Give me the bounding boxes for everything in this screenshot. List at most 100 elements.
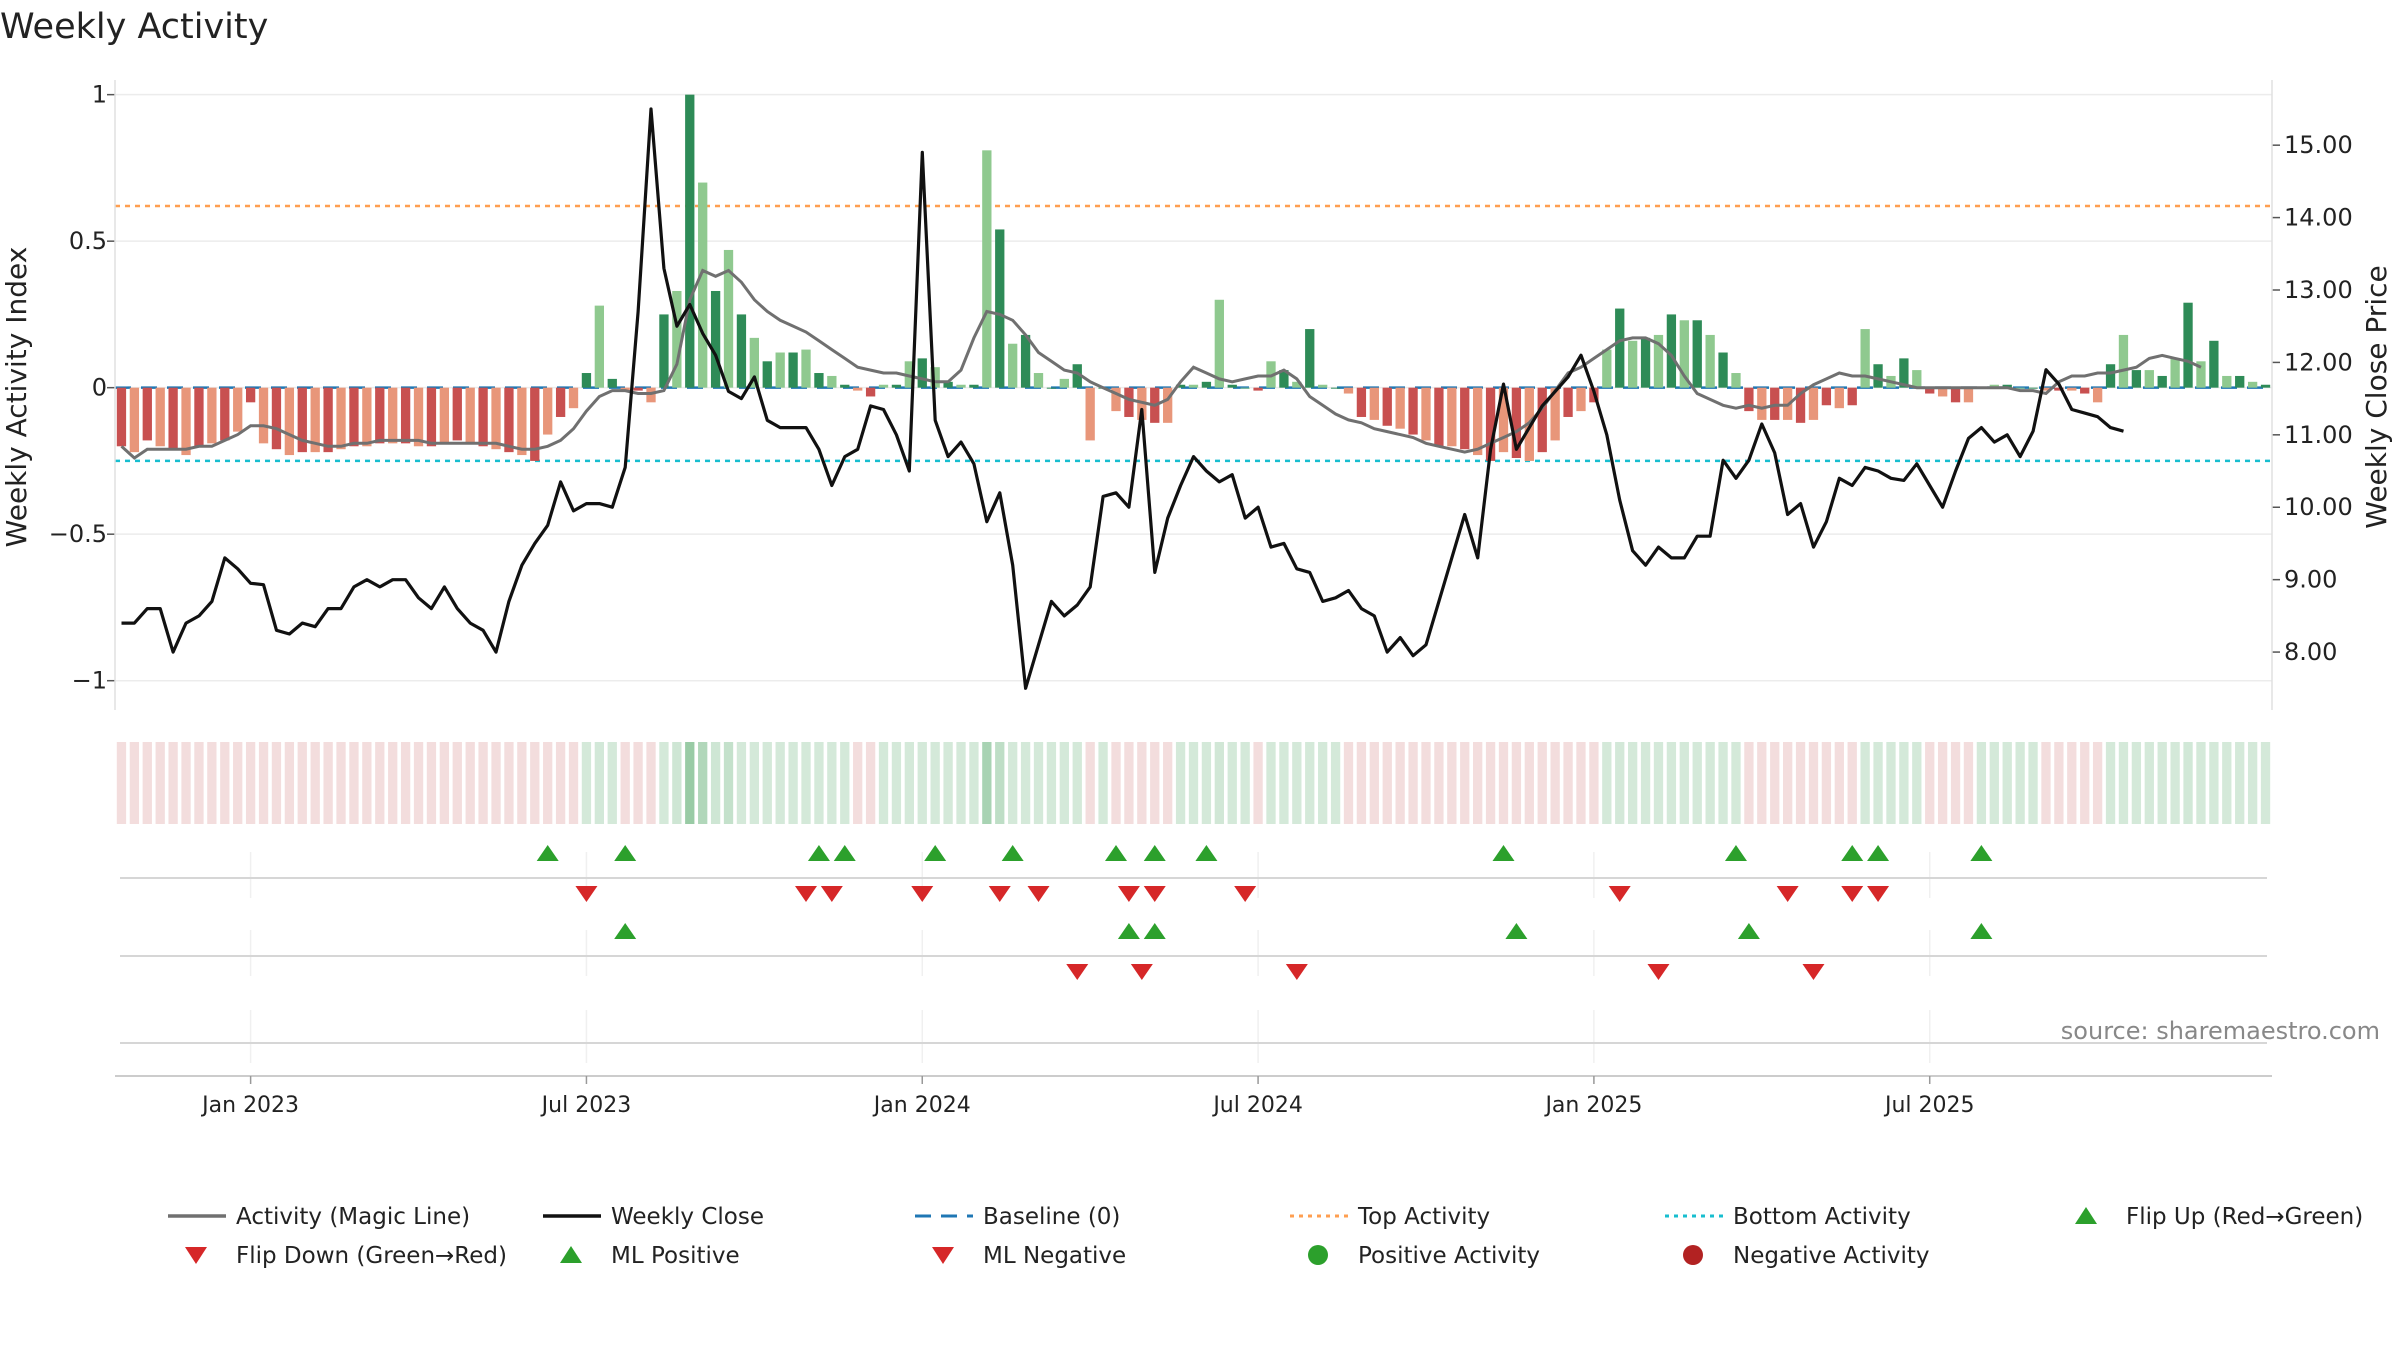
activity-bar xyxy=(1343,387,1354,394)
right-tick-label-0: 15.00 xyxy=(2284,131,2353,159)
heat-cell xyxy=(2028,742,2038,824)
heat-cell xyxy=(1576,742,1586,824)
heat-cell xyxy=(2015,742,2025,824)
activity-bar xyxy=(1627,340,1638,388)
activity-bar xyxy=(1227,384,1237,388)
heat-cell xyxy=(1782,742,1793,824)
heat-cell xyxy=(530,742,540,824)
x-tick-label-4: Jan 2025 xyxy=(1543,1093,1642,1118)
activity-bar xyxy=(1860,329,1870,388)
heat-cell xyxy=(633,742,643,824)
heat-cell xyxy=(555,742,566,824)
heat-cell xyxy=(2247,742,2258,824)
heat-cell xyxy=(1602,742,1612,824)
activity-bar xyxy=(207,387,217,444)
heat-cell xyxy=(762,742,772,824)
activity-bar xyxy=(1912,370,1922,388)
heat-cell xyxy=(155,742,165,824)
activity-bar xyxy=(1214,299,1224,388)
heat-cell xyxy=(736,742,747,824)
activity-bar xyxy=(1770,387,1780,420)
activity-bar xyxy=(2028,387,2038,389)
activity-bar xyxy=(865,387,876,397)
heat-cell xyxy=(607,742,617,824)
activity-bar xyxy=(310,387,320,453)
activity-bar xyxy=(2131,370,2142,388)
activity-bar xyxy=(284,387,295,456)
activity-bar xyxy=(336,387,346,450)
heat-cell xyxy=(685,742,695,824)
flip-down-marker xyxy=(1776,886,1799,902)
heat-cell xyxy=(2183,742,2193,824)
left-tick-label-3: −0.5 xyxy=(49,520,107,548)
heat-cell xyxy=(1963,742,1974,824)
activity-bar xyxy=(323,387,333,453)
heat-cell xyxy=(1473,742,1483,824)
right-tick-label-4: 11.00 xyxy=(2284,421,2353,449)
activity-bar xyxy=(930,367,940,388)
activity-bar xyxy=(116,387,127,447)
flip-down-marker xyxy=(795,886,818,902)
flip-up-marker xyxy=(614,845,637,861)
activity-bar xyxy=(1563,387,1573,417)
activity-bar xyxy=(2118,334,2129,388)
heat-cell xyxy=(388,742,398,824)
heat-cell xyxy=(194,742,204,824)
heat-cell xyxy=(1343,742,1354,824)
ml-up-marker xyxy=(1143,923,1166,939)
flip-down-marker xyxy=(1027,886,1050,902)
ml-up-marker xyxy=(1505,923,1528,939)
flip-down-marker xyxy=(1608,886,1631,902)
heat-cell xyxy=(2002,742,2012,824)
heat-cell xyxy=(1330,742,1341,824)
ml-down-marker xyxy=(1066,964,1089,980)
ml-up-marker xyxy=(1737,923,1760,939)
heat-cell xyxy=(2157,742,2167,824)
heat-cell xyxy=(568,742,579,824)
legend-swatch-6 xyxy=(185,1247,207,1264)
heat-cell xyxy=(2260,742,2271,824)
heat-cell xyxy=(1950,742,1961,824)
activity-bar xyxy=(2247,381,2258,388)
heat-cell xyxy=(1085,742,1095,824)
activity-bar xyxy=(1111,387,1121,412)
activity-bar xyxy=(297,387,307,453)
heat-cell xyxy=(1834,742,1844,824)
heat-cell xyxy=(1214,742,1224,824)
heat-cell xyxy=(1873,742,1883,824)
activity-bar xyxy=(465,387,475,444)
activity-bar xyxy=(1666,314,1677,388)
activity-bar xyxy=(1937,387,1948,397)
activity-bar xyxy=(840,384,850,388)
heat-cell xyxy=(581,742,592,824)
activity-bar xyxy=(1925,387,1935,394)
activity-bar xyxy=(749,337,760,388)
ml-up-marker xyxy=(614,923,637,939)
heat-cell xyxy=(698,742,708,824)
heat-cell xyxy=(2041,742,2051,824)
heat-cell xyxy=(930,742,940,824)
activity-bar xyxy=(220,387,230,441)
left-tick-label-0: 1 xyxy=(92,81,107,109)
flip-down-marker xyxy=(820,886,843,902)
ml-down-marker xyxy=(1647,964,1670,980)
activity-bar xyxy=(1460,387,1470,450)
activity-bar xyxy=(1847,387,1857,406)
heat-cell xyxy=(1305,742,1315,824)
activity-bar xyxy=(1072,364,1082,388)
activity-bar xyxy=(1382,387,1392,426)
activity-bar xyxy=(2041,387,2051,391)
activity-bar xyxy=(1473,387,1483,456)
heat-cell xyxy=(646,742,656,824)
heat-cell xyxy=(465,742,475,824)
heat-cell xyxy=(1421,742,1431,824)
heat-cell xyxy=(1653,742,1664,824)
activity-bar xyxy=(956,384,966,388)
x-tick-label-0: Jan 2023 xyxy=(200,1093,299,1118)
activity-bar xyxy=(1434,387,1444,447)
heat-cell xyxy=(1899,742,1909,824)
right-tick-label-6: 9.00 xyxy=(2284,566,2337,594)
flip-up-marker xyxy=(924,845,947,861)
activity-bar xyxy=(1873,364,1883,388)
heat-cell xyxy=(1124,742,1134,824)
